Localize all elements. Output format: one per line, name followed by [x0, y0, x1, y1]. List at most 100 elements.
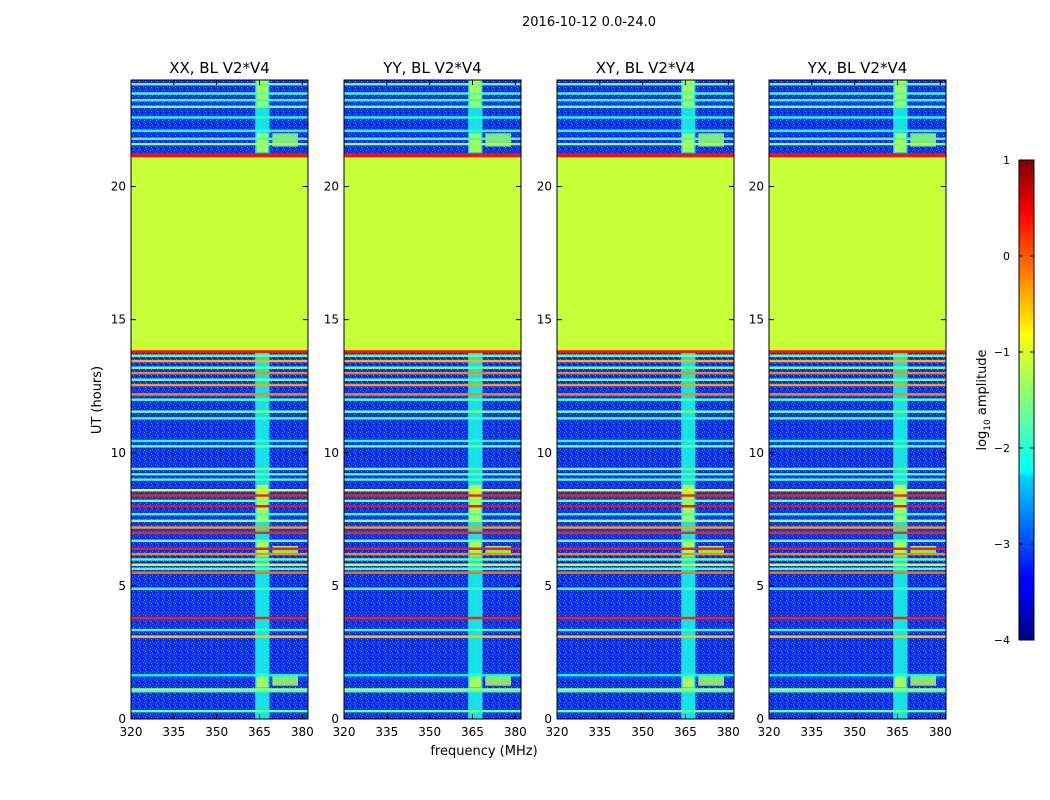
- rfi-line: [131, 489, 308, 492]
- y-tick-label: 0: [756, 712, 764, 726]
- rfi-line: [557, 478, 734, 481]
- rfi-line: [131, 563, 308, 566]
- rfi-column-segment: [256, 133, 269, 152]
- rfi-line: [769, 393, 946, 396]
- rfi-line: [557, 383, 734, 387]
- rfi-line: [344, 628, 521, 632]
- rfi-line: [769, 478, 946, 481]
- rfi-line: [769, 558, 946, 561]
- rfi-column-segment: [910, 675, 937, 686]
- rfi-line: [557, 92, 734, 95]
- panel-title: YY, BL V2*V4: [382, 59, 481, 77]
- rfi-line: [131, 478, 308, 481]
- rfi-column-segment: [681, 351, 696, 719]
- colorbar-label: log10 amplitude: [975, 349, 993, 450]
- data-block: [131, 154, 308, 352]
- x-tick-label: 320: [120, 725, 143, 739]
- rfi-line: [557, 137, 734, 140]
- rfi-line: [344, 105, 521, 109]
- x-tick-label: 320: [758, 725, 781, 739]
- panel-frame: [130, 79, 309, 720]
- rfi-line: [131, 439, 308, 443]
- rfi-column-segment: [894, 133, 907, 152]
- rfi-line: [769, 539, 946, 543]
- rfi-line: [557, 445, 734, 448]
- rfi-line: [131, 628, 308, 632]
- rfi-line: [344, 92, 521, 95]
- y-tick-label: 15: [111, 313, 126, 327]
- rfi-line: [344, 439, 521, 443]
- data-block: [131, 153, 308, 158]
- data-block: [769, 350, 946, 353]
- rfi-line: [131, 445, 308, 448]
- rfi-line: [344, 398, 521, 401]
- rfi-line: [344, 512, 521, 516]
- panel-3: XY, BL V2*V4 320 335 350 365 380 0 5 10 15 20: [537, 59, 740, 739]
- rfi-line: [557, 354, 734, 357]
- rfi-column-segment: [682, 484, 695, 522]
- rfi-column-segment: [468, 351, 483, 719]
- rfi-line: [131, 393, 308, 396]
- rfi-line: [344, 129, 521, 132]
- rfi-line: [131, 512, 308, 516]
- rfi-line: [769, 417, 946, 420]
- y-tick-label: 20: [537, 180, 552, 194]
- rfi-line: [131, 616, 308, 620]
- y-tick-label: 20: [749, 180, 764, 194]
- rfi-line: [769, 82, 946, 86]
- rfi-line: [769, 129, 946, 132]
- colorbar-tick-label: −2: [994, 442, 1010, 455]
- rfi-line: [344, 558, 521, 561]
- rfi-line: [769, 489, 946, 492]
- rfi-line: [769, 98, 946, 102]
- rfi-line: [131, 635, 308, 638]
- rfi-line: [344, 571, 521, 574]
- rfi-line: [769, 587, 946, 590]
- y-tick-label: 0: [544, 712, 552, 726]
- y-tick-label: 20: [324, 180, 339, 194]
- rfi-line: [557, 616, 734, 620]
- x-tick-label: 320: [546, 725, 569, 739]
- rfi-line: [769, 519, 946, 523]
- rfi-line: [131, 499, 308, 503]
- rfi-line: [557, 688, 734, 691]
- rfi-line: [557, 558, 734, 561]
- rfi-line: [769, 628, 946, 632]
- rfi-line: [131, 383, 308, 387]
- panel-2: YY, BL V2*V4 320 335 350 365 380 0 5 10 15 20: [324, 59, 527, 739]
- rfi-line: [557, 105, 734, 109]
- rfi-line: [344, 467, 521, 471]
- rfi-line: [769, 354, 946, 357]
- rfi-line: [344, 526, 521, 529]
- x-tick-label: 365: [886, 725, 909, 739]
- rfi-line: [131, 710, 308, 713]
- rfi-line: [769, 512, 946, 516]
- rfi-column-segment: [682, 133, 695, 152]
- rfi-column-segment: [469, 673, 482, 688]
- rfi-line: [344, 547, 521, 550]
- x-tick-label: 380: [291, 725, 314, 739]
- rfi-line: [344, 563, 521, 566]
- rfi-line: [131, 505, 308, 508]
- rfi-line: [557, 539, 734, 543]
- x-tick-label: 350: [205, 725, 228, 739]
- y-tick-label: 10: [324, 446, 339, 460]
- rfi-line: [344, 410, 521, 413]
- rfi-line: [557, 674, 734, 677]
- y-tick-label: 5: [118, 579, 126, 593]
- panel-title: YX, BL V2*V4: [807, 59, 908, 77]
- rfi-line: [557, 142, 734, 146]
- rfi-line: [557, 366, 734, 369]
- rfi-column-segment: [256, 484, 269, 522]
- figure-suptitle: 2016-10-12 0.0-24.0: [522, 15, 656, 30]
- y-tick-label: 15: [324, 313, 339, 327]
- rfi-line: [344, 674, 521, 677]
- rfi-line: [769, 688, 946, 691]
- x-tick-label: 365: [461, 725, 484, 739]
- colorbar-tick-label: −4: [994, 634, 1010, 647]
- rfi-line: [131, 116, 308, 119]
- colorbar: 10−1−2−3−4 log10 amplitude: [975, 154, 1035, 647]
- rfi-line: [344, 635, 521, 638]
- rfi-line: [344, 378, 521, 381]
- colorbar-tick-label: −1: [994, 346, 1010, 359]
